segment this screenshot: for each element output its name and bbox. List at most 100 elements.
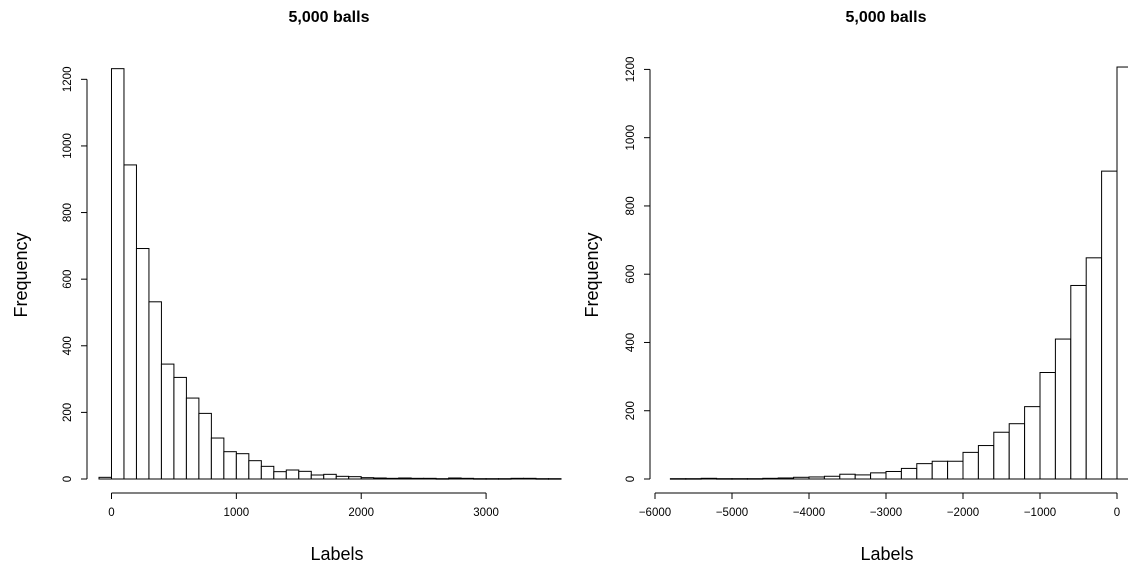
histogram-bar	[1054, 338, 1072, 480]
histogram-bar	[700, 477, 718, 480]
histogram-bar	[823, 475, 841, 480]
histogram-bar	[98, 476, 112, 480]
histogram-bar	[870, 472, 887, 480]
histogram-bar	[1116, 66, 1128, 480]
x-tick-label: 0	[108, 507, 114, 519]
histogram-bar	[1024, 406, 1041, 480]
x-tick-label: −1000	[1024, 507, 1056, 519]
histogram-bar	[762, 477, 779, 480]
x-tick-label: −2000	[947, 507, 979, 519]
histogram-bar	[916, 463, 933, 480]
histogram-bar	[1070, 284, 1087, 480]
histogram-bar	[198, 412, 212, 480]
histogram-bar	[285, 469, 300, 480]
x-tick-label: −3000	[870, 507, 902, 519]
x-axis-label-left: Labels	[310, 544, 363, 564]
histogram-bar	[1101, 170, 1118, 480]
y-tick-label: 200	[62, 403, 74, 422]
histogram-bar	[385, 477, 400, 480]
histogram-bar	[373, 477, 387, 480]
histogram-bar	[410, 477, 425, 480]
histogram-bar	[535, 478, 550, 480]
histogram-bar	[731, 478, 748, 480]
histogram-bar	[523, 477, 537, 480]
y-tick-label: 1000	[62, 133, 74, 159]
histogram-bar	[173, 376, 187, 480]
x-tick-label: 0	[1114, 507, 1120, 519]
histogram-bar	[398, 477, 412, 480]
histogram-bar	[746, 478, 764, 480]
histogram-bar	[460, 477, 475, 480]
y-tick-label: 600	[625, 265, 637, 284]
histogram-bar	[235, 453, 250, 480]
histogram-bar	[310, 474, 325, 480]
y-tick-label: 0	[62, 476, 74, 482]
histogram-bar	[485, 478, 500, 480]
histogram-bar	[223, 451, 237, 480]
y-axis-left: 0 200 400 600 800 1000 1200	[62, 67, 88, 482]
histogram-bar	[423, 477, 437, 480]
y-tick-label: 400	[62, 336, 74, 355]
histogram-bar	[808, 476, 825, 480]
x-tick-label: 2000	[348, 507, 374, 519]
histogram-bar	[962, 451, 979, 480]
histogram-left: 5,000 balls 0 200 400 600 800 1000 1200 0 1000 2…	[11, 9, 562, 564]
histogram-bar	[1039, 372, 1056, 480]
y-tick-label: 0	[625, 476, 637, 482]
histogram-bar	[977, 445, 995, 480]
bars-left	[98, 68, 562, 480]
x-tick-label: −6000	[639, 507, 671, 519]
histogram-bar	[793, 476, 810, 480]
histogram-bar	[885, 470, 902, 480]
histogram-bar	[839, 473, 856, 480]
histogram-bar	[123, 164, 137, 480]
x-tick-label: −4000	[793, 507, 825, 519]
histogram-bar	[135, 248, 150, 480]
histogram-bar	[348, 476, 362, 480]
histogram-bar	[360, 477, 375, 480]
histogram-bar	[260, 465, 275, 480]
histogram-bar	[993, 431, 1010, 480]
histogram-bar	[716, 478, 733, 480]
y-tick-label: 1000	[625, 125, 637, 151]
y-tick-label: 1200	[625, 57, 637, 83]
histogram-bar	[448, 477, 462, 480]
y-axis-label-left: Frequency	[11, 232, 31, 317]
histogram-bar	[323, 473, 337, 480]
histogram-bar	[210, 437, 225, 480]
histogram-bar	[931, 460, 949, 480]
x-tick-label: 3000	[473, 507, 499, 519]
x-axis-label-right: Labels	[860, 544, 913, 564]
histogram-bar	[548, 478, 562, 480]
histogram-bar	[900, 467, 918, 480]
y-tick-label: 800	[625, 196, 637, 215]
x-tick-label: −5000	[716, 507, 748, 519]
y-tick-label: 600	[62, 270, 74, 289]
chart-title-right: 5,000 balls	[846, 9, 927, 26]
histogram-bar	[185, 397, 200, 480]
histogram-bar	[298, 470, 312, 480]
histogram-bar	[273, 471, 287, 480]
histogram-bar	[148, 301, 162, 480]
x-tick-label: 1000	[224, 507, 250, 519]
histogram-bar	[1008, 423, 1026, 480]
y-tick-label: 800	[62, 203, 74, 222]
bars-right	[669, 66, 1128, 480]
x-axis-right: −6000 −5000 −4000 −3000 −2000 −1000 0	[639, 492, 1120, 519]
histogram-bar	[510, 477, 525, 480]
chart-title-left: 5,000 balls	[289, 9, 370, 26]
x-axis-left: 0 1000 2000 3000	[108, 492, 499, 519]
y-tick-label: 200	[625, 401, 637, 420]
y-axis-right: 0 200 400 600 800 1000 1200	[625, 57, 651, 482]
histogram-bar	[110, 68, 125, 480]
histogram-bar	[473, 478, 487, 480]
y-tick-label: 1200	[62, 67, 74, 93]
y-axis-label-right: Frequency	[582, 232, 602, 317]
histogram-bar	[160, 363, 175, 480]
histogram-bar	[435, 478, 450, 480]
histogram-bar	[854, 474, 872, 480]
y-tick-label: 400	[625, 333, 637, 352]
histogram-bar	[1085, 257, 1103, 480]
